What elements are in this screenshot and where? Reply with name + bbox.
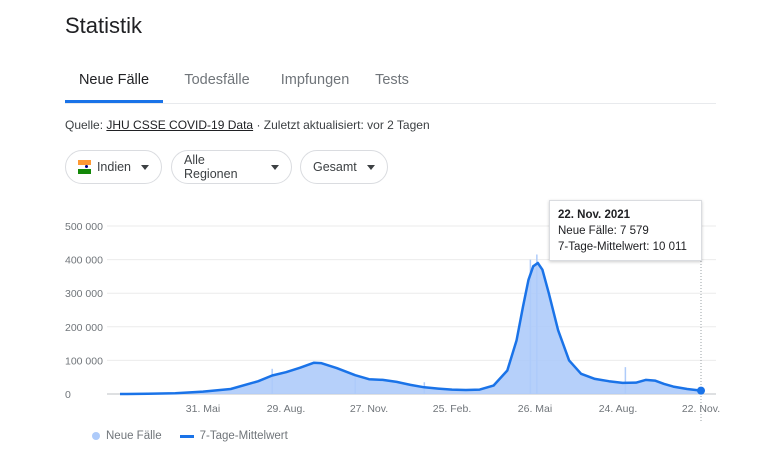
legend-cases-swatch: [92, 432, 100, 440]
y-tick-label: 0: [65, 389, 71, 401]
legend-average-label: 7-Tage-Mittelwert: [199, 430, 288, 442]
x-tick-label: 27. Nov.: [350, 403, 388, 415]
region-label: Alle Regionen: [184, 153, 238, 181]
tooltip-new-cases: Neue Fälle: 7 579: [558, 225, 649, 237]
x-tick-label: 22. Nov.: [682, 403, 720, 415]
india-flag-icon: [78, 160, 91, 175]
x-tick-label: 26. Mai: [518, 403, 552, 415]
new-cases-area: [120, 263, 701, 394]
tooltip-average: 7-Tage-Mittelwert: 10 011: [558, 241, 687, 253]
average-line: [119, 261, 702, 396]
country-dropdown[interactable]: Indien: [65, 150, 162, 184]
x-tick-label: 24. Aug.: [599, 403, 638, 415]
country-label: Indien: [96, 160, 131, 174]
chart-legend: Neue Fälle 7-Tage-Mittelwert: [92, 430, 288, 442]
y-tick-label: 300 000: [65, 288, 103, 300]
chevron-down-icon: [366, 164, 375, 170]
x-tick-label: 25. Feb.: [433, 403, 472, 415]
tooltip-date: 22. Nov. 2021: [558, 209, 631, 221]
y-axis: 500 000 400 000 300 000 200 000 100 000 0: [65, 221, 103, 401]
period-label: Gesamt: [313, 160, 357, 174]
source-link[interactable]: JHU CSSE COVID-19 Data: [106, 118, 254, 132]
y-tick-label: 500 000: [65, 221, 103, 233]
x-tick-label: 31. Mai: [186, 403, 220, 415]
region-dropdown[interactable]: Alle Regionen: [171, 150, 292, 184]
x-axis: 31. Mai 29. Aug. 27. Nov. 25. Feb. 26. Mai 24…: [186, 403, 720, 415]
tab-vaccinations[interactable]: Impfungen: [280, 72, 350, 88]
y-tick-label: 400 000: [65, 255, 103, 267]
tab-new-cases[interactable]: Neue Fälle: [65, 61, 163, 103]
source-line: Quelle: JHU CSSE COVID-19 Data · Zuletzt…: [65, 118, 430, 132]
tab-bar: Neue Fälle Todesfälle Impfungen Tests: [65, 61, 716, 104]
tab-tests[interactable]: Tests: [375, 72, 409, 88]
x-tick-label: 29. Aug.: [267, 403, 306, 415]
chevron-down-icon: [141, 164, 149, 170]
source-prefix: Quelle:: [65, 118, 104, 132]
chart-tooltip: 22. Nov. 2021 Neue Fälle: 7 579 7-Tage-M…: [549, 200, 702, 261]
legend-cases-label: Neue Fälle: [106, 430, 162, 442]
tab-deaths[interactable]: Todesfälle: [184, 72, 250, 88]
y-tick-label: 100 000: [65, 355, 103, 367]
chevron-down-icon: [271, 164, 279, 170]
chart-series: [119, 254, 705, 396]
legend-average-swatch: [179, 434, 194, 438]
page-title: Statistik: [65, 13, 143, 38]
period-dropdown[interactable]: Gesamt: [300, 150, 388, 184]
hover-point: [697, 386, 705, 395]
y-tick-label: 200 000: [65, 322, 103, 334]
last-updated: · Zuletzt aktualisiert: vor 2 Tagen: [256, 118, 430, 132]
